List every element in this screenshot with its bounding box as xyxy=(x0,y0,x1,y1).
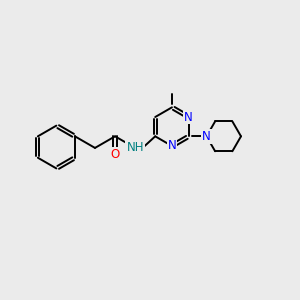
Text: N: N xyxy=(168,140,176,152)
Text: N: N xyxy=(184,110,193,124)
Text: N: N xyxy=(202,130,211,143)
Text: NH: NH xyxy=(126,141,144,154)
Text: O: O xyxy=(110,148,120,161)
